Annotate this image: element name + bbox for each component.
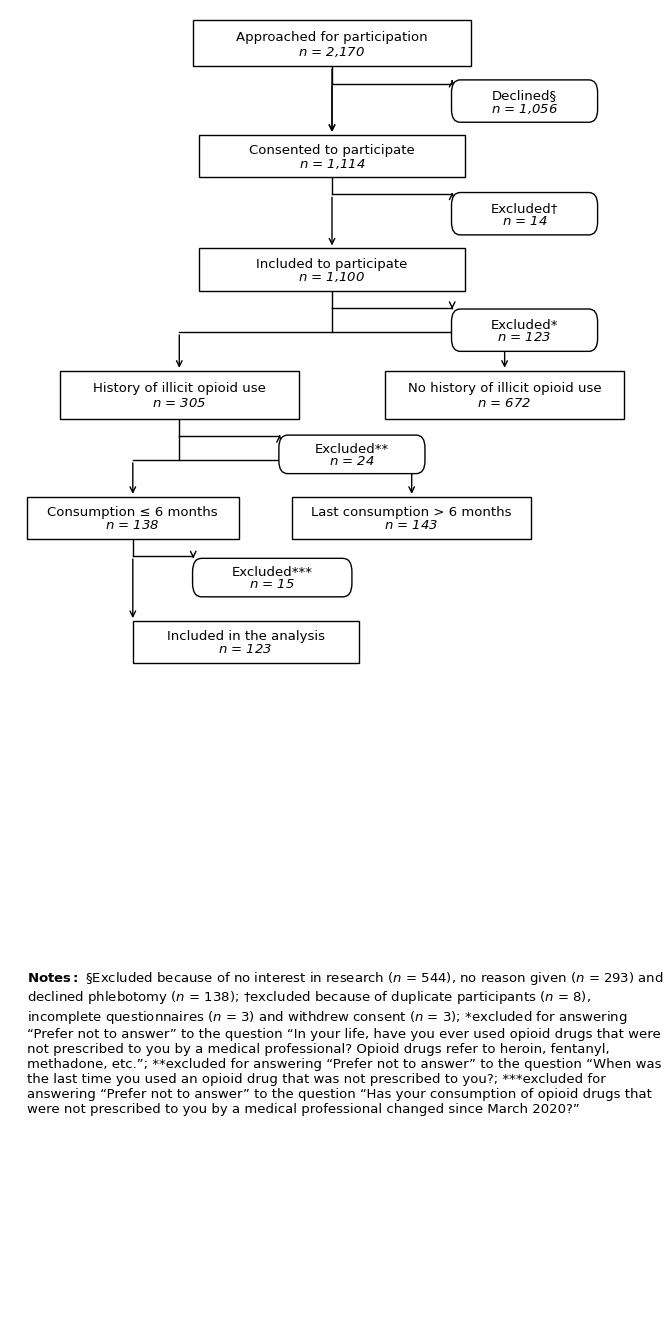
FancyBboxPatch shape bbox=[199, 135, 465, 176]
Text: $n$ = 2,170: $n$ = 2,170 bbox=[298, 44, 366, 59]
FancyBboxPatch shape bbox=[60, 370, 299, 418]
FancyBboxPatch shape bbox=[292, 497, 531, 539]
FancyBboxPatch shape bbox=[452, 193, 598, 235]
FancyBboxPatch shape bbox=[133, 620, 359, 663]
Text: Included to participate: Included to participate bbox=[256, 258, 408, 271]
Text: $n$ = 143: $n$ = 143 bbox=[384, 519, 439, 532]
FancyBboxPatch shape bbox=[452, 80, 598, 122]
Text: Excluded**: Excluded** bbox=[315, 444, 389, 456]
Text: $n$ = 1,100: $n$ = 1,100 bbox=[298, 270, 366, 285]
Text: $\mathbf{Notes:}$ §Excluded because of no interest in research ($n$ = 544), no r: $\mathbf{Notes:}$ §Excluded because of n… bbox=[27, 969, 663, 1115]
Text: Excluded†: Excluded† bbox=[491, 202, 558, 215]
Text: Consented to participate: Consented to participate bbox=[249, 144, 415, 158]
FancyBboxPatch shape bbox=[193, 559, 352, 596]
Text: $n$ = 14: $n$ = 14 bbox=[501, 215, 548, 227]
Text: Included in the analysis: Included in the analysis bbox=[167, 631, 325, 643]
Text: No history of illicit opioid use: No history of illicit opioid use bbox=[408, 382, 602, 396]
Text: Approached for participation: Approached for participation bbox=[236, 31, 428, 44]
FancyBboxPatch shape bbox=[279, 435, 425, 473]
Text: $n$ = 15: $n$ = 15 bbox=[249, 578, 295, 591]
Text: $n$ = 305: $n$ = 305 bbox=[152, 397, 207, 410]
FancyBboxPatch shape bbox=[199, 249, 465, 290]
Text: $n$ = 672: $n$ = 672 bbox=[477, 397, 532, 410]
Text: $n$ = 24: $n$ = 24 bbox=[329, 455, 375, 468]
Text: $n$ = 1,114: $n$ = 1,114 bbox=[299, 156, 365, 171]
FancyBboxPatch shape bbox=[452, 309, 598, 352]
Text: $n$ = 1,056: $n$ = 1,056 bbox=[491, 102, 558, 116]
Text: Declined§: Declined§ bbox=[492, 90, 557, 103]
Text: Consumption ≤ 6 months: Consumption ≤ 6 months bbox=[48, 507, 218, 519]
Text: Last consumption > 6 months: Last consumption > 6 months bbox=[311, 507, 512, 519]
FancyBboxPatch shape bbox=[27, 497, 239, 539]
Text: Excluded***: Excluded*** bbox=[232, 567, 313, 579]
FancyBboxPatch shape bbox=[385, 370, 624, 418]
Text: Excluded*: Excluded* bbox=[491, 318, 558, 332]
Text: $n$ = 123: $n$ = 123 bbox=[218, 643, 273, 656]
Text: History of illicit opioid use: History of illicit opioid use bbox=[93, 382, 266, 396]
Text: $n$ = 138: $n$ = 138 bbox=[106, 519, 160, 532]
FancyBboxPatch shape bbox=[193, 20, 471, 67]
Text: $n$ = 123: $n$ = 123 bbox=[497, 332, 552, 345]
